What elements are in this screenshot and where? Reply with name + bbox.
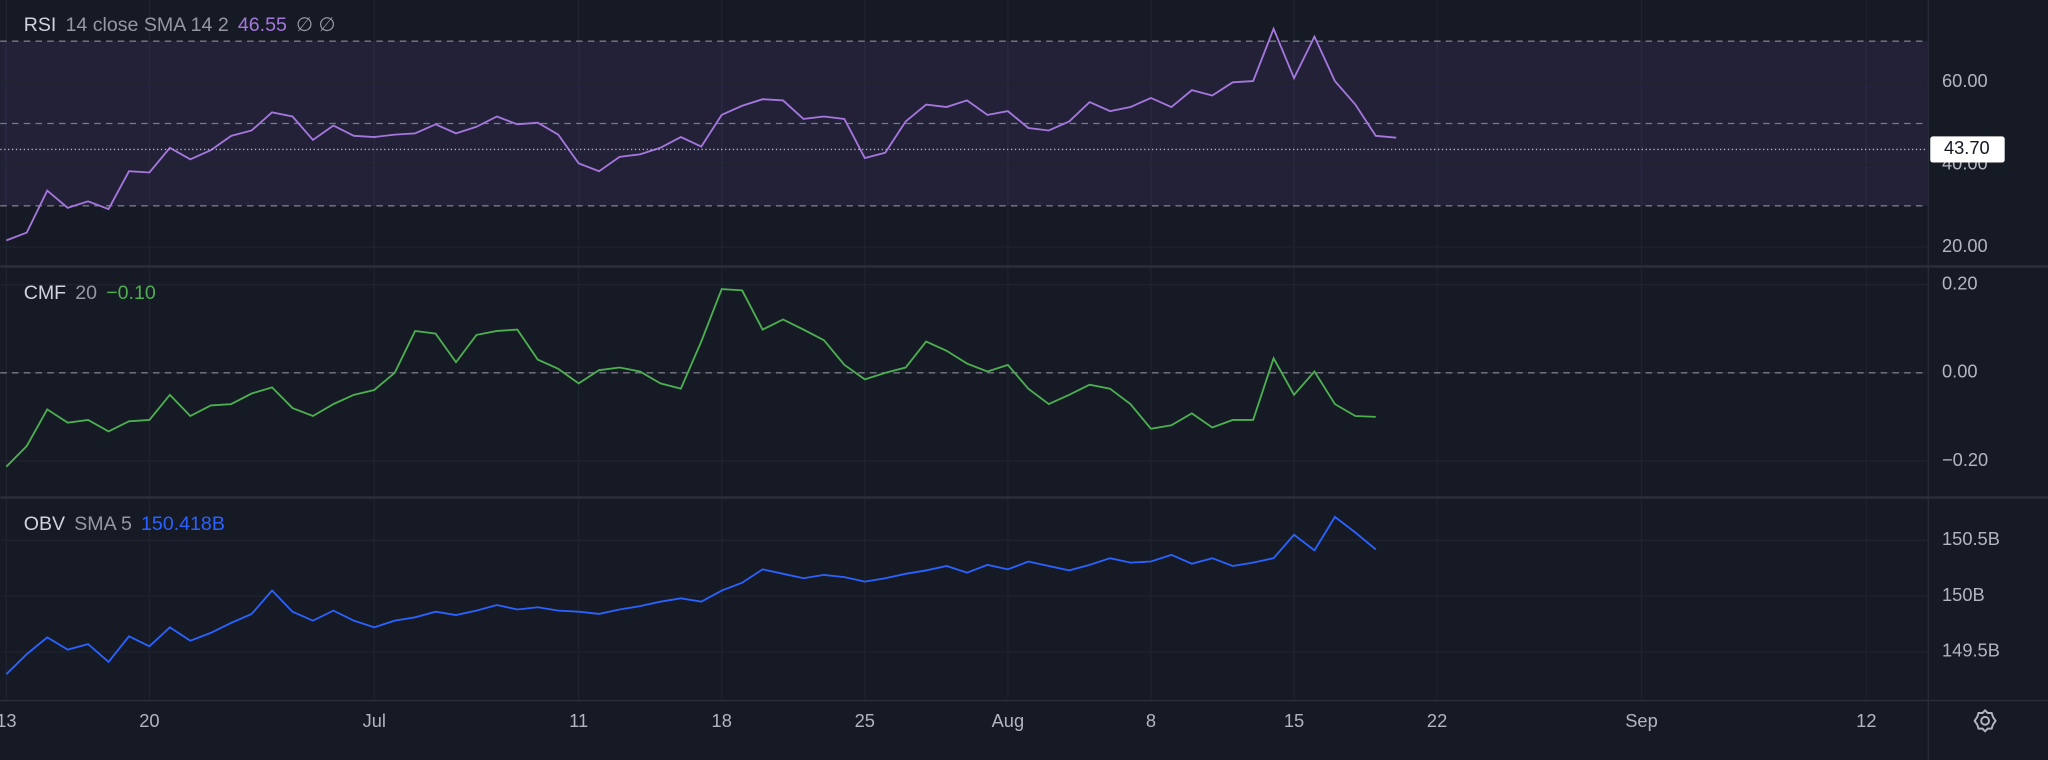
x-tick-label: 22: [1427, 710, 1447, 731]
y-tick-label: 60.00: [1942, 70, 1988, 91]
x-tick-label: Sep: [1625, 710, 1658, 731]
settings-icon-gear: [1973, 708, 1997, 733]
legend-params: 20: [75, 282, 97, 304]
x-tick-label: 20: [139, 710, 159, 731]
series-line: [5, 515, 1377, 675]
legend: CMF 20 −0.10: [24, 282, 156, 304]
legend-title: OBV: [24, 513, 65, 535]
marker-box: [1930, 136, 2005, 163]
mark-layer: [0, 26, 1928, 675]
y-tick-label: 150B: [1942, 584, 1985, 605]
x-tick-label: Jul: [363, 710, 386, 731]
legend-extra: ∅ ∅: [296, 14, 336, 36]
legend: RSI 14 close SMA 14 2 46.55 ∅ ∅: [24, 14, 336, 36]
legend-params: SMA 5: [74, 513, 132, 535]
x-tick-label: 11: [569, 710, 588, 731]
settings-icon[interactable]: [1973, 708, 1997, 733]
label-layer: 1320Jul111825Aug81522Sep1220.0040.0060.0…: [0, 14, 2005, 731]
series-line: [6, 26, 1397, 242]
x-tick-label: 25: [855, 710, 875, 731]
marker-label: 43.70: [1944, 137, 1990, 158]
grid-layer: [0, 0, 1928, 699]
legend-title: CMF: [24, 282, 66, 304]
y-tick-label: 149.5B: [1942, 640, 2000, 661]
legend-value: −0.10: [106, 282, 156, 304]
y-tick-label: 150.5B: [1942, 528, 2000, 549]
legend-value: 46.55: [238, 14, 287, 36]
y-tick-label: 0.00: [1942, 361, 1978, 382]
x-tick-label: 8: [1146, 710, 1156, 731]
legend-params: 14 close SMA 14 2: [66, 14, 229, 36]
legend-value: 150.418B: [141, 513, 225, 535]
x-tick-label: Aug: [992, 710, 1025, 731]
series-line: [5, 288, 1376, 468]
y-tick-label: 0.20: [1942, 272, 1978, 293]
x-tick-label: 12: [1856, 710, 1876, 731]
x-tick-label: 18: [712, 710, 732, 731]
x-tick-label: 15: [1284, 710, 1304, 731]
legend: OBV SMA 5 150.418B: [24, 513, 225, 535]
y-tick-label: 20.00: [1942, 235, 1988, 256]
y-tick-label: −0.20: [1942, 449, 1988, 470]
legend-title: RSI: [24, 14, 57, 36]
x-tick-label: 13: [0, 710, 17, 731]
settings-icon-center: [1980, 715, 1990, 726]
